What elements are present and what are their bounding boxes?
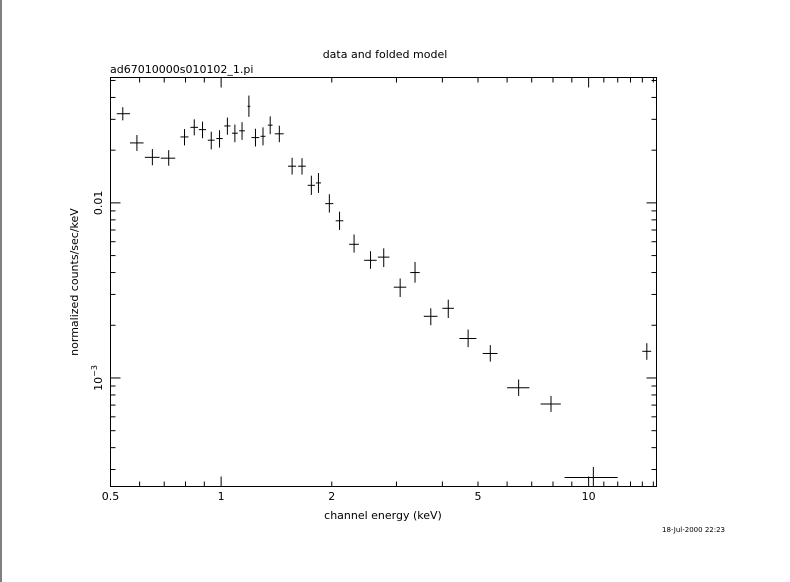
data-point [335,211,344,230]
data-point [216,130,223,148]
data-point [267,116,273,135]
data-point [198,121,207,139]
data-point [540,395,561,412]
data-point [442,299,454,319]
timestamp: 18-Jul-2000 22:23 [662,526,725,534]
data-point [393,278,407,298]
data-point [116,107,131,121]
x-tick-labels: 0.5 1 2 5 10 [102,490,596,503]
data-point [251,128,260,147]
data-point [410,261,420,283]
data-point [459,329,477,348]
data-point [160,150,176,166]
data-point [274,125,284,143]
data-point [224,117,231,135]
plot-frame [110,77,657,487]
axis-ticks [110,77,657,487]
chart-title: data and folded model [323,48,448,61]
x-tick-label: 2 [328,490,335,503]
data-point [377,248,390,268]
data-point [231,124,238,143]
data-point [349,234,359,253]
data-point [144,149,160,166]
x-tick-label: 10 [582,490,596,503]
data-point [287,157,297,175]
data-point [190,119,198,136]
data-point [298,158,306,175]
data-point [247,95,251,117]
y-tick-label: 0.01 [92,191,105,216]
data-point [130,135,144,151]
data-point [260,127,266,146]
x-tick-label: 1 [218,490,225,503]
x-tick-label: 5 [474,490,481,503]
data-point [239,122,245,140]
data-point [180,129,189,146]
data-point [482,345,498,362]
data-point [307,175,315,195]
data-point [325,194,334,213]
chart-subtitle: ad67010000s010102_1.pi [110,63,253,76]
y-tick-labels: 0.01 10−3 [90,191,105,391]
data-point [364,251,377,269]
data-point [423,308,438,326]
data-point [207,131,215,150]
data-point [507,379,530,396]
y-tick-label: 10−3 [90,365,105,391]
x-tick-label: 0.5 [102,490,120,503]
data-points [116,95,652,487]
data-point [315,173,322,193]
x-axis-label: channel energy (keV) [324,509,442,522]
y-axis-label: normalized counts/sec/keV [68,208,81,356]
data-point [564,467,618,487]
data-point [642,343,652,360]
